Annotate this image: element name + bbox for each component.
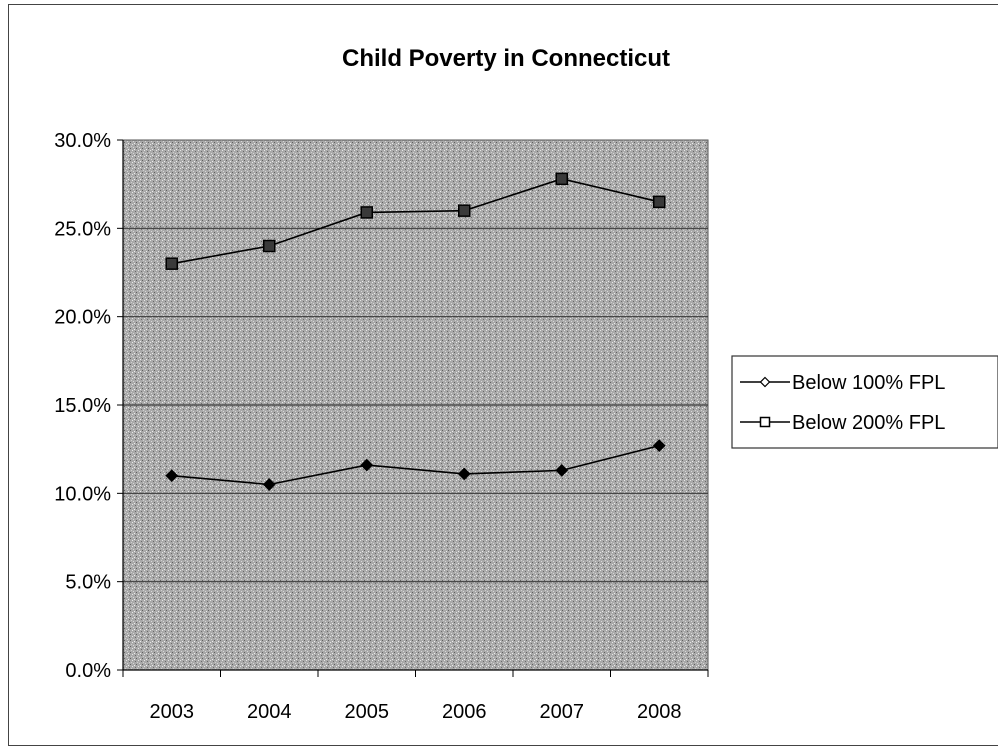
y-tick-label: 5.0% xyxy=(65,572,111,594)
y-tick-label: 20.0% xyxy=(54,307,111,329)
y-tick-label: 10.0% xyxy=(54,483,111,505)
y-tick-label: 25.0% xyxy=(54,218,111,240)
data-point-series-1 xyxy=(165,469,179,483)
chart-title: Child Poverty in Connecticut xyxy=(342,45,670,72)
legend: Below 100% FPL Below 200% FPL xyxy=(731,355,998,449)
series-line-2 xyxy=(171,178,660,265)
x-tick-label: 2003 xyxy=(150,701,195,723)
legend-label-2: Below 200% FPL xyxy=(792,412,945,434)
y-tick-label: 30.0% xyxy=(54,130,111,152)
data-point-series-1 xyxy=(555,464,569,477)
data-point-series-1 xyxy=(360,458,374,472)
data-point-series-2 xyxy=(360,206,373,219)
data-point-series-2 xyxy=(165,257,178,270)
y-tick-label: 15.0% xyxy=(54,395,111,417)
data-point-series-2 xyxy=(458,204,471,217)
data-point-series-1 xyxy=(262,478,276,491)
data-point-series-2 xyxy=(653,195,666,209)
data-point-series-1 xyxy=(457,467,471,481)
data-point-series-2 xyxy=(555,172,568,186)
data-point-series-1 xyxy=(652,439,666,452)
x-tick-label: 2005 xyxy=(345,701,390,723)
series-line-1 xyxy=(171,444,660,486)
legend-label-1: Below 100% FPL xyxy=(792,372,945,394)
legend-marker-2 xyxy=(759,416,771,428)
x-tick-label: 2007 xyxy=(540,701,585,723)
legend-marker-1 xyxy=(759,376,771,388)
legend-box xyxy=(731,355,998,449)
x-tick-label: 2006 xyxy=(442,701,487,723)
x-tick-label: 2004 xyxy=(247,701,292,723)
y-tick-label: 0.0% xyxy=(65,660,111,682)
x-tick-label: 2008 xyxy=(637,701,682,723)
data-point-series-2 xyxy=(263,239,276,253)
